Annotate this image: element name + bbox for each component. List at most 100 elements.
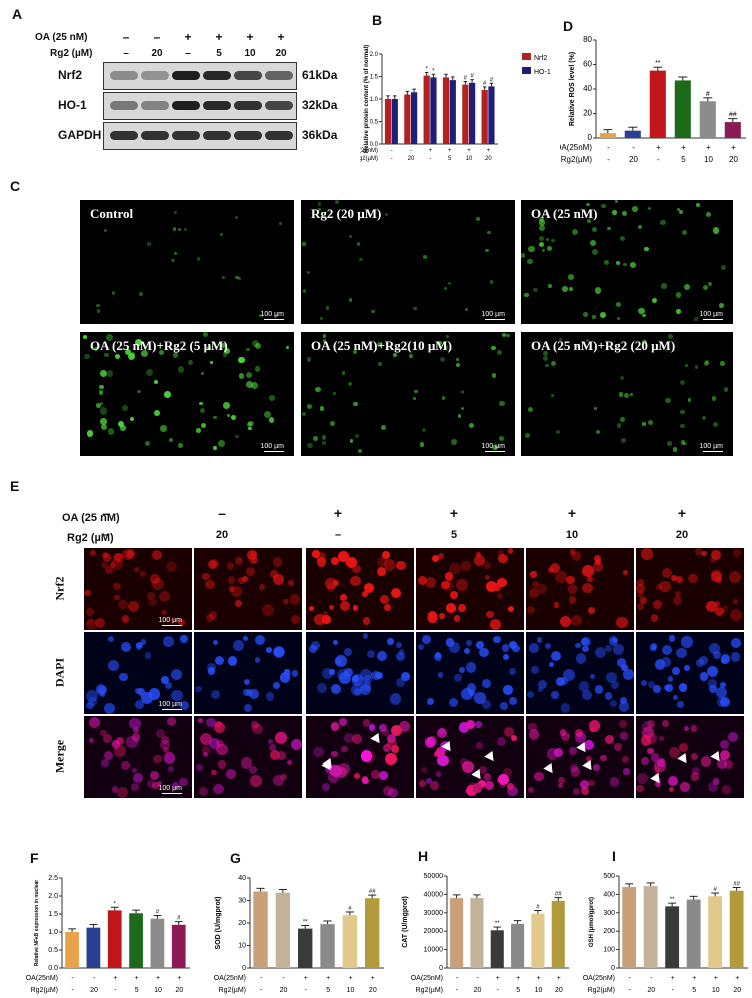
cell-spot xyxy=(465,662,477,674)
arrowhead-icon xyxy=(582,760,597,774)
cell-spot xyxy=(222,352,228,358)
cell-spot xyxy=(443,286,447,291)
scale-bar-label: 100 µm xyxy=(481,443,506,450)
cell-spot xyxy=(690,725,698,732)
cell-spot xyxy=(99,407,108,415)
cell-spot xyxy=(322,333,327,338)
cell-spot xyxy=(431,554,439,562)
cell-spot xyxy=(135,687,142,695)
cell-spot xyxy=(560,703,571,713)
cell-spot xyxy=(615,302,622,308)
cell-spot xyxy=(100,423,107,431)
cell-spot xyxy=(268,417,275,423)
cell-spot xyxy=(491,345,496,351)
cell-spot xyxy=(202,332,208,338)
x-row2-value: 10 xyxy=(535,987,543,994)
cell-spot xyxy=(330,750,338,758)
cell-spot xyxy=(412,396,417,401)
micrograph-e xyxy=(636,548,744,630)
x-row1-value: + xyxy=(326,975,330,982)
cell-spot xyxy=(622,569,629,576)
cell-spot xyxy=(533,287,538,292)
cell-spot xyxy=(546,747,559,760)
cell-spot xyxy=(209,361,213,365)
cell-spot xyxy=(354,773,361,780)
cell-spot xyxy=(362,777,369,784)
cell-spot xyxy=(570,549,576,555)
cell-spot xyxy=(709,684,717,693)
cell-spot xyxy=(579,779,590,790)
micrograph-e xyxy=(306,632,414,714)
cell-spot xyxy=(477,780,486,789)
cell-spot xyxy=(430,781,439,790)
cell-spot xyxy=(636,584,645,593)
x-row1-value: + xyxy=(429,148,433,154)
y-tick-label: 40 xyxy=(583,84,592,93)
cell-spot xyxy=(272,646,285,659)
cell-spot xyxy=(502,653,509,660)
cell-spot xyxy=(330,722,340,731)
cell-spot xyxy=(438,612,446,620)
cell-spot xyxy=(711,571,722,582)
cell-spot xyxy=(498,550,504,556)
cell-spot xyxy=(398,720,410,732)
blot-rg2-value: 20 xyxy=(151,48,163,59)
cell-spot xyxy=(578,681,590,692)
bar xyxy=(699,101,716,138)
e-oa-label: OA (25 nM) xyxy=(62,512,120,524)
cell-spot xyxy=(555,429,560,434)
cell-spot xyxy=(125,549,135,559)
cell-spot xyxy=(144,440,150,446)
cell-spot xyxy=(380,594,389,604)
x-row1-label: OA(25nM) xyxy=(583,975,615,982)
cell-spot xyxy=(658,758,666,766)
cell-spot xyxy=(455,578,468,591)
y-tick-label: 0.0 xyxy=(48,965,58,972)
cell-spot xyxy=(419,442,425,447)
cell-spot xyxy=(339,600,350,612)
cell-spot xyxy=(251,340,260,348)
cell-spot xyxy=(313,436,319,442)
cell-spot xyxy=(318,202,322,206)
cell-spot xyxy=(417,644,425,651)
cell-spot xyxy=(389,693,402,705)
micrograph-e xyxy=(526,716,634,798)
blot-oa-sign: + xyxy=(184,30,192,44)
x-row2-value: 20 xyxy=(369,987,377,994)
micrograph-c: OA (25 nM)+Rg2 (5 µM) 100 µm xyxy=(80,332,294,456)
cell-spot xyxy=(152,549,163,561)
cell-spot xyxy=(574,344,578,349)
cell-spot xyxy=(501,644,510,653)
cell-spot xyxy=(377,567,387,577)
cell-spot xyxy=(323,610,329,616)
cell-spot xyxy=(581,689,592,700)
cell-spot xyxy=(330,420,336,427)
x-row2-value: 20 xyxy=(485,156,492,162)
cell-spot xyxy=(548,283,553,288)
cell-spot xyxy=(537,687,544,693)
cell-spot xyxy=(553,602,560,608)
chart-h-cat: CAT (U/mgprot) 0 10000 20000 30000 40000 50000… xyxy=(402,873,569,994)
cell-spot xyxy=(683,283,691,290)
cell-spot xyxy=(716,758,728,769)
blot-band xyxy=(234,71,262,80)
cell-spot xyxy=(550,360,556,366)
cell-spot xyxy=(585,756,592,763)
blot-band xyxy=(265,101,293,110)
cell-spot xyxy=(661,644,672,655)
cell-spot xyxy=(605,671,618,684)
bar xyxy=(599,133,616,138)
cell-spot xyxy=(566,575,576,585)
cell-spot xyxy=(638,225,643,230)
cell-spot xyxy=(640,548,653,560)
cell-spot xyxy=(456,362,461,367)
cell-spot xyxy=(307,442,313,448)
cell-spot xyxy=(110,561,117,568)
cell-spot xyxy=(600,754,607,761)
cell-spot xyxy=(475,721,482,728)
x-row2-value: 20 xyxy=(408,156,415,162)
cell-spot xyxy=(150,573,160,584)
micrograph-e xyxy=(416,548,524,630)
significance-mark: # xyxy=(713,887,717,893)
bar xyxy=(65,932,79,968)
